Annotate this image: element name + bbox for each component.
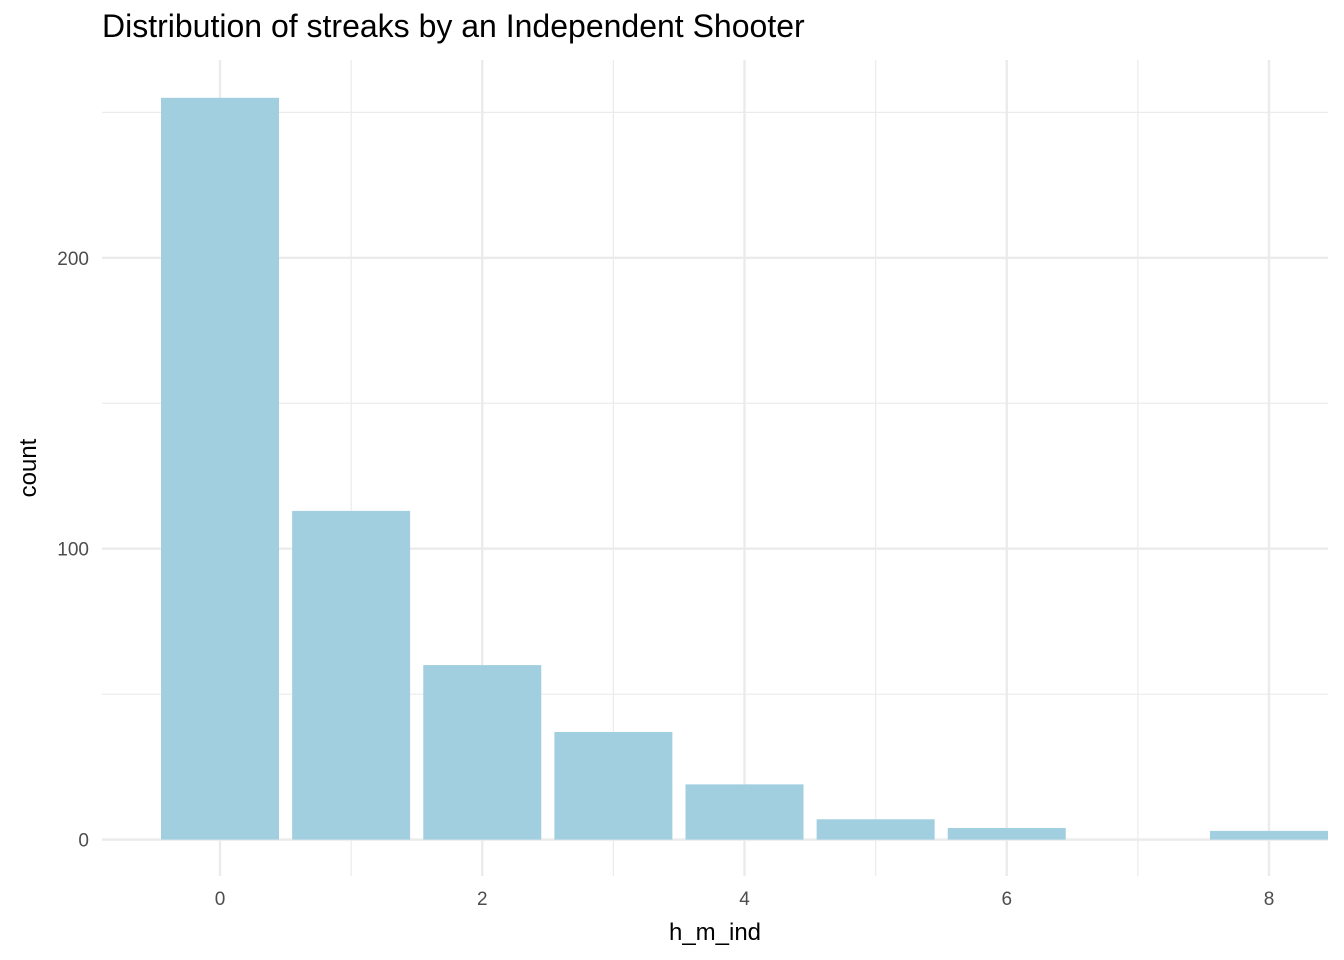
x-tick-label: 8 [1264, 889, 1275, 910]
grid-lines [102, 60, 1328, 876]
bars [161, 97, 1328, 840]
x-tick-label: 2 [477, 889, 488, 910]
bar [423, 665, 542, 840]
x-tick-label: 6 [1001, 889, 1012, 910]
chart-title: Distribution of streaks by an Independen… [102, 8, 805, 44]
bar [292, 510, 411, 840]
y-axis-title: count [15, 438, 42, 497]
y-tick-label: 200 [57, 249, 89, 270]
bar [161, 97, 280, 840]
bar [947, 828, 1066, 840]
x-tick-label: 0 [215, 889, 226, 910]
x-tick-label: 4 [739, 889, 750, 910]
bar [685, 784, 804, 840]
y-tick-label: 100 [57, 540, 89, 561]
y-tick-label: 0 [78, 831, 89, 852]
x-axis-title: h_m_ind [669, 919, 761, 946]
bar [816, 819, 935, 840]
bar [1209, 830, 1328, 840]
tick-labels: 0 2 4 6 8 0 100 200 [57, 249, 1274, 910]
bar [554, 732, 673, 840]
